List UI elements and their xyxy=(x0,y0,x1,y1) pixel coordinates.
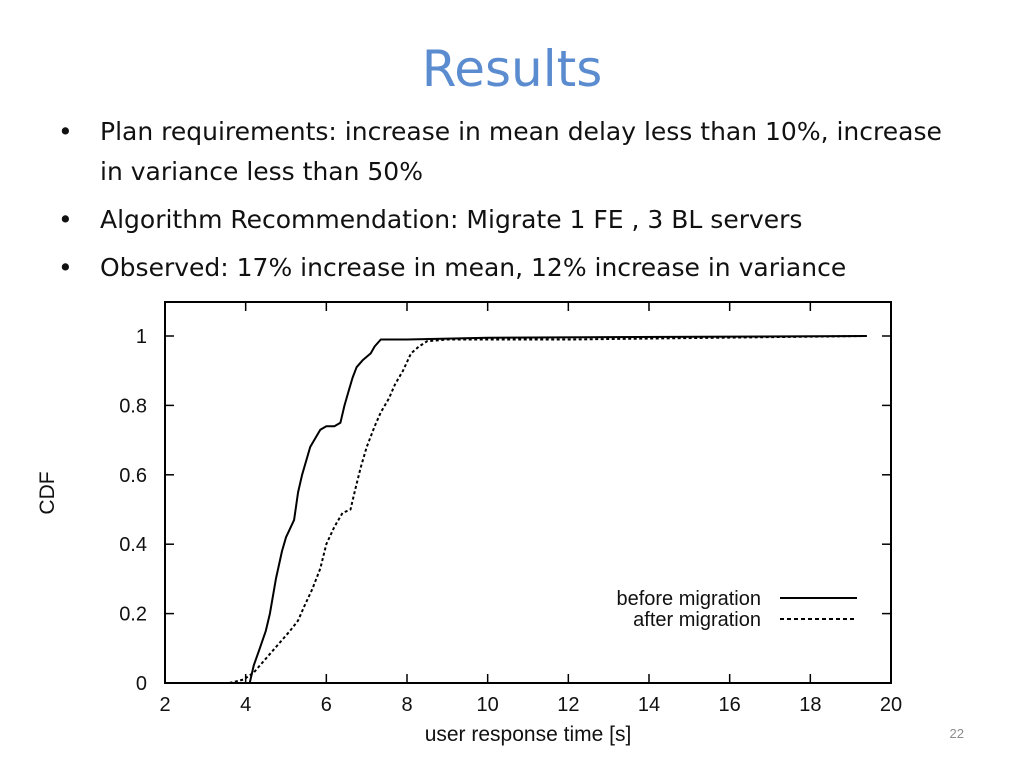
x-tick-label: 6 xyxy=(321,694,332,716)
y-axis-label: CDF xyxy=(36,471,59,514)
bullet-text: Observed: 17% increase in mean, 12% incr… xyxy=(100,253,847,282)
slide-number: 22 xyxy=(949,726,964,741)
plot-frame xyxy=(164,301,892,684)
bullet-dot-icon: • xyxy=(58,205,73,234)
bullet-item: • Plan requirements: increase in mean de… xyxy=(58,112,958,192)
bullet-text: Plan requirements: increase in mean dela… xyxy=(100,117,942,186)
y-tick-label: 0.2 xyxy=(119,604,147,626)
x-tick-label: 20 xyxy=(880,694,902,716)
legend: before migration after migration xyxy=(616,588,857,631)
x-tick-label: 16 xyxy=(719,694,741,716)
series-line-before-migration xyxy=(248,335,867,684)
cdf-chart: 2 4 6 8 10 12 14 16 18 20 0 0.2 0.4 0.6 0.8 1 CDF user … xyxy=(36,301,902,746)
slide-title: Results xyxy=(421,40,603,98)
x-tick-label: 14 xyxy=(638,694,660,716)
bullet-item: • Algorithm Recommendation: Migrate 1 FE… xyxy=(58,200,958,240)
bullet-dot-icon: • xyxy=(58,117,73,146)
x-tick-label: 2 xyxy=(159,694,170,716)
y-tick-label: 0.4 xyxy=(119,534,147,556)
x-axis-label: user response time [s] xyxy=(425,723,632,746)
y-tick-label: 0.8 xyxy=(119,395,147,417)
bullet-item: • Observed: 17% increase in mean, 12% in… xyxy=(58,248,958,288)
bullet-list: • Plan requirements: increase in mean de… xyxy=(58,112,958,296)
y-tick-label: 1 xyxy=(136,326,147,348)
axis-ticks: 2 4 6 8 10 12 14 16 18 20 0 0.2 0.4 0.6 0.8 1 xyxy=(119,302,902,716)
x-tick-label: 4 xyxy=(240,694,251,716)
series-line-after-migration xyxy=(229,335,867,684)
bullet-text: Algorithm Recommendation: Migrate 1 FE ,… xyxy=(100,205,803,234)
bullet-dot-icon: • xyxy=(58,253,73,282)
x-tick-label: 12 xyxy=(557,694,579,716)
legend-label-before: before migration xyxy=(616,588,761,610)
y-tick-label: 0 xyxy=(136,673,147,695)
x-tick-label: 8 xyxy=(401,694,412,716)
y-tick-label: 0.6 xyxy=(119,465,147,487)
legend-label-after: after migration xyxy=(633,609,761,631)
series-layer xyxy=(229,335,867,684)
x-tick-label: 10 xyxy=(477,694,499,716)
x-tick-label: 18 xyxy=(799,694,821,716)
